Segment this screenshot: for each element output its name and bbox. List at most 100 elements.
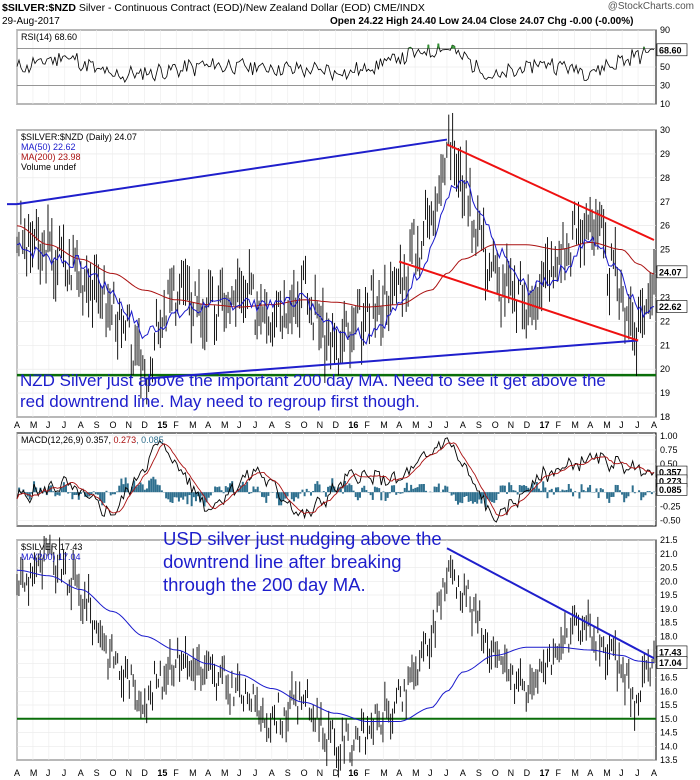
usd-month-label: A	[651, 768, 657, 778]
macd-panel-ytick: 0.50	[660, 459, 678, 469]
macd-last-macd: 0.357	[659, 468, 682, 478]
nzd-month-label: J	[46, 420, 51, 430]
nzd-month-label: J	[428, 420, 433, 430]
usd-month-label: A	[205, 768, 211, 778]
usd-legend-ma200: MA(200) 17.04	[21, 552, 81, 562]
usd-legend-price: $SILVER 17.43	[21, 542, 82, 552]
usd-month-label: D	[141, 768, 148, 778]
nzd-month-label: A	[14, 420, 20, 430]
usd-month-label: A	[460, 768, 466, 778]
macd-panel-frame	[16, 432, 657, 527]
usd-month-label: A	[396, 768, 402, 778]
usd-month-label: F	[364, 768, 370, 778]
nzd-month-label: A	[587, 420, 593, 430]
nzd-panel-ytick: 30	[660, 125, 670, 135]
nzd-month-label: F	[555, 420, 561, 430]
nzd-month-label: O	[110, 420, 117, 430]
nzd-annotation: NZD Silver just above the important 200 …	[20, 371, 606, 411]
rsi-panel-ytick: 90	[660, 25, 670, 35]
nzd-month-label: F	[364, 420, 370, 430]
nzd-trendline-blue	[16, 138, 448, 206]
macd-legend-histogram: , 0.085	[136, 435, 164, 445]
nzd-month-label: D	[141, 420, 148, 430]
usd-month-label: M	[412, 768, 420, 778]
usd-month-label: A	[269, 768, 275, 778]
nzd-month-label: N	[508, 420, 515, 430]
nzd-panel-ytick: 19	[660, 388, 670, 398]
stockcharts-watermark: @StockCharts.com	[607, 1, 694, 12]
nzd-panel-ytick: 21	[660, 340, 670, 350]
usd-panel-ytick: 21.0	[660, 549, 678, 559]
nzd-month-label: N	[317, 420, 324, 430]
nzd-panel-ytick: 29	[660, 149, 670, 159]
nzd-last-price: 24.07	[659, 267, 682, 277]
nzd-month-label: J	[619, 420, 624, 430]
macd-signal-line	[16, 442, 655, 517]
nzd-month-label: A	[205, 420, 211, 430]
nzd-panel-ytick: 23	[660, 292, 670, 302]
nzd-month-label: S	[285, 420, 291, 430]
usd-panel-ytick: 13.5	[660, 755, 678, 765]
nzd-month-label: S	[94, 420, 100, 430]
nzd-month-label: M	[603, 420, 611, 430]
nzd-month-label: M	[571, 420, 579, 430]
usd-month-label: J	[62, 768, 67, 778]
rsi-last-label: 68.60	[659, 45, 682, 55]
usd-panel-ytick: 19.5	[660, 590, 678, 600]
nzd-month-label: N	[125, 420, 132, 430]
nzd-month-label: M	[30, 420, 38, 430]
usd-month-label: D	[524, 768, 531, 778]
chart-header: $SILVER:$NZD Silver - Continuous Contrac…	[2, 2, 425, 14]
nzd-month-label: J	[444, 420, 449, 430]
nzd-month-label: A	[460, 420, 466, 430]
rsi-last-label-box	[656, 43, 688, 57]
rsi-title: RSI(14) 68.60	[21, 32, 77, 42]
nzd-panel-ytick: 28	[660, 173, 670, 183]
macd-last-histogram-box	[656, 483, 688, 496]
macd-panel-ytick: -0.50	[660, 515, 681, 525]
nzd-month-label: M	[189, 420, 197, 430]
rsi-panel-ytick: 30	[660, 81, 670, 91]
nzd-panel-ytick: 25	[660, 245, 670, 255]
usd-panel-ytick: 20.0	[660, 576, 678, 586]
usd-month-label: A	[78, 768, 84, 778]
macd-panel-ytick: 0.75	[660, 445, 678, 455]
nzd-month-label: 16	[348, 420, 358, 430]
usd-month-label: 17	[540, 768, 550, 778]
ohlc-quote: Open 24.22 High 24.40 Low 24.04 Close 24…	[330, 16, 634, 27]
usd-month-label: A	[14, 768, 20, 778]
usd-month-label: M	[30, 768, 38, 778]
nzd-month-label: A	[396, 420, 402, 430]
nzd-last-ma50: 22.62	[659, 302, 682, 312]
usd-panel-ytick: 16.0	[660, 686, 678, 696]
nzd-month-label: 17	[540, 420, 550, 430]
macd-legend-macd: MACD(12,26,9) 0.357,	[21, 435, 114, 445]
nzd-trendline-blue	[144, 339, 639, 380]
rsi-line	[16, 43, 655, 84]
nzd-panel-ytick: 22	[660, 316, 670, 326]
nzd-month-label: M	[380, 420, 388, 430]
nzd-month-label: A	[269, 420, 275, 430]
usd-panel-ytick: 16.5	[660, 673, 678, 683]
usd-month-label: J	[46, 768, 51, 778]
macd-legend-signal: 0.273	[114, 435, 137, 445]
usd-ma200-line	[16, 569, 655, 722]
rsi-panel-ytick: 50	[660, 62, 670, 72]
usd-month-label: F	[555, 768, 561, 778]
chart-date: 29-Aug-2017	[2, 16, 60, 27]
rsi-panel-ytick: 10	[660, 99, 670, 109]
usd-last-price: 17.43	[659, 647, 682, 657]
usd-panel-ytick: 15.5	[660, 700, 678, 710]
usd-month-label: 15	[157, 768, 167, 778]
nzd-legend-volume: Volume undef	[21, 162, 77, 172]
usd-last-ma200: 17.04	[659, 658, 682, 668]
usd-trendline-blue	[446, 547, 655, 660]
nzd-month-label: J	[635, 420, 640, 430]
usd-month-label: N	[125, 768, 132, 778]
usd-month-label: F	[173, 768, 179, 778]
macd-last-signal: 0.273	[659, 476, 682, 486]
nzd-last-ma50-box	[656, 300, 688, 313]
nzd-ma200-line	[16, 225, 655, 308]
usd-month-label: J	[444, 768, 449, 778]
